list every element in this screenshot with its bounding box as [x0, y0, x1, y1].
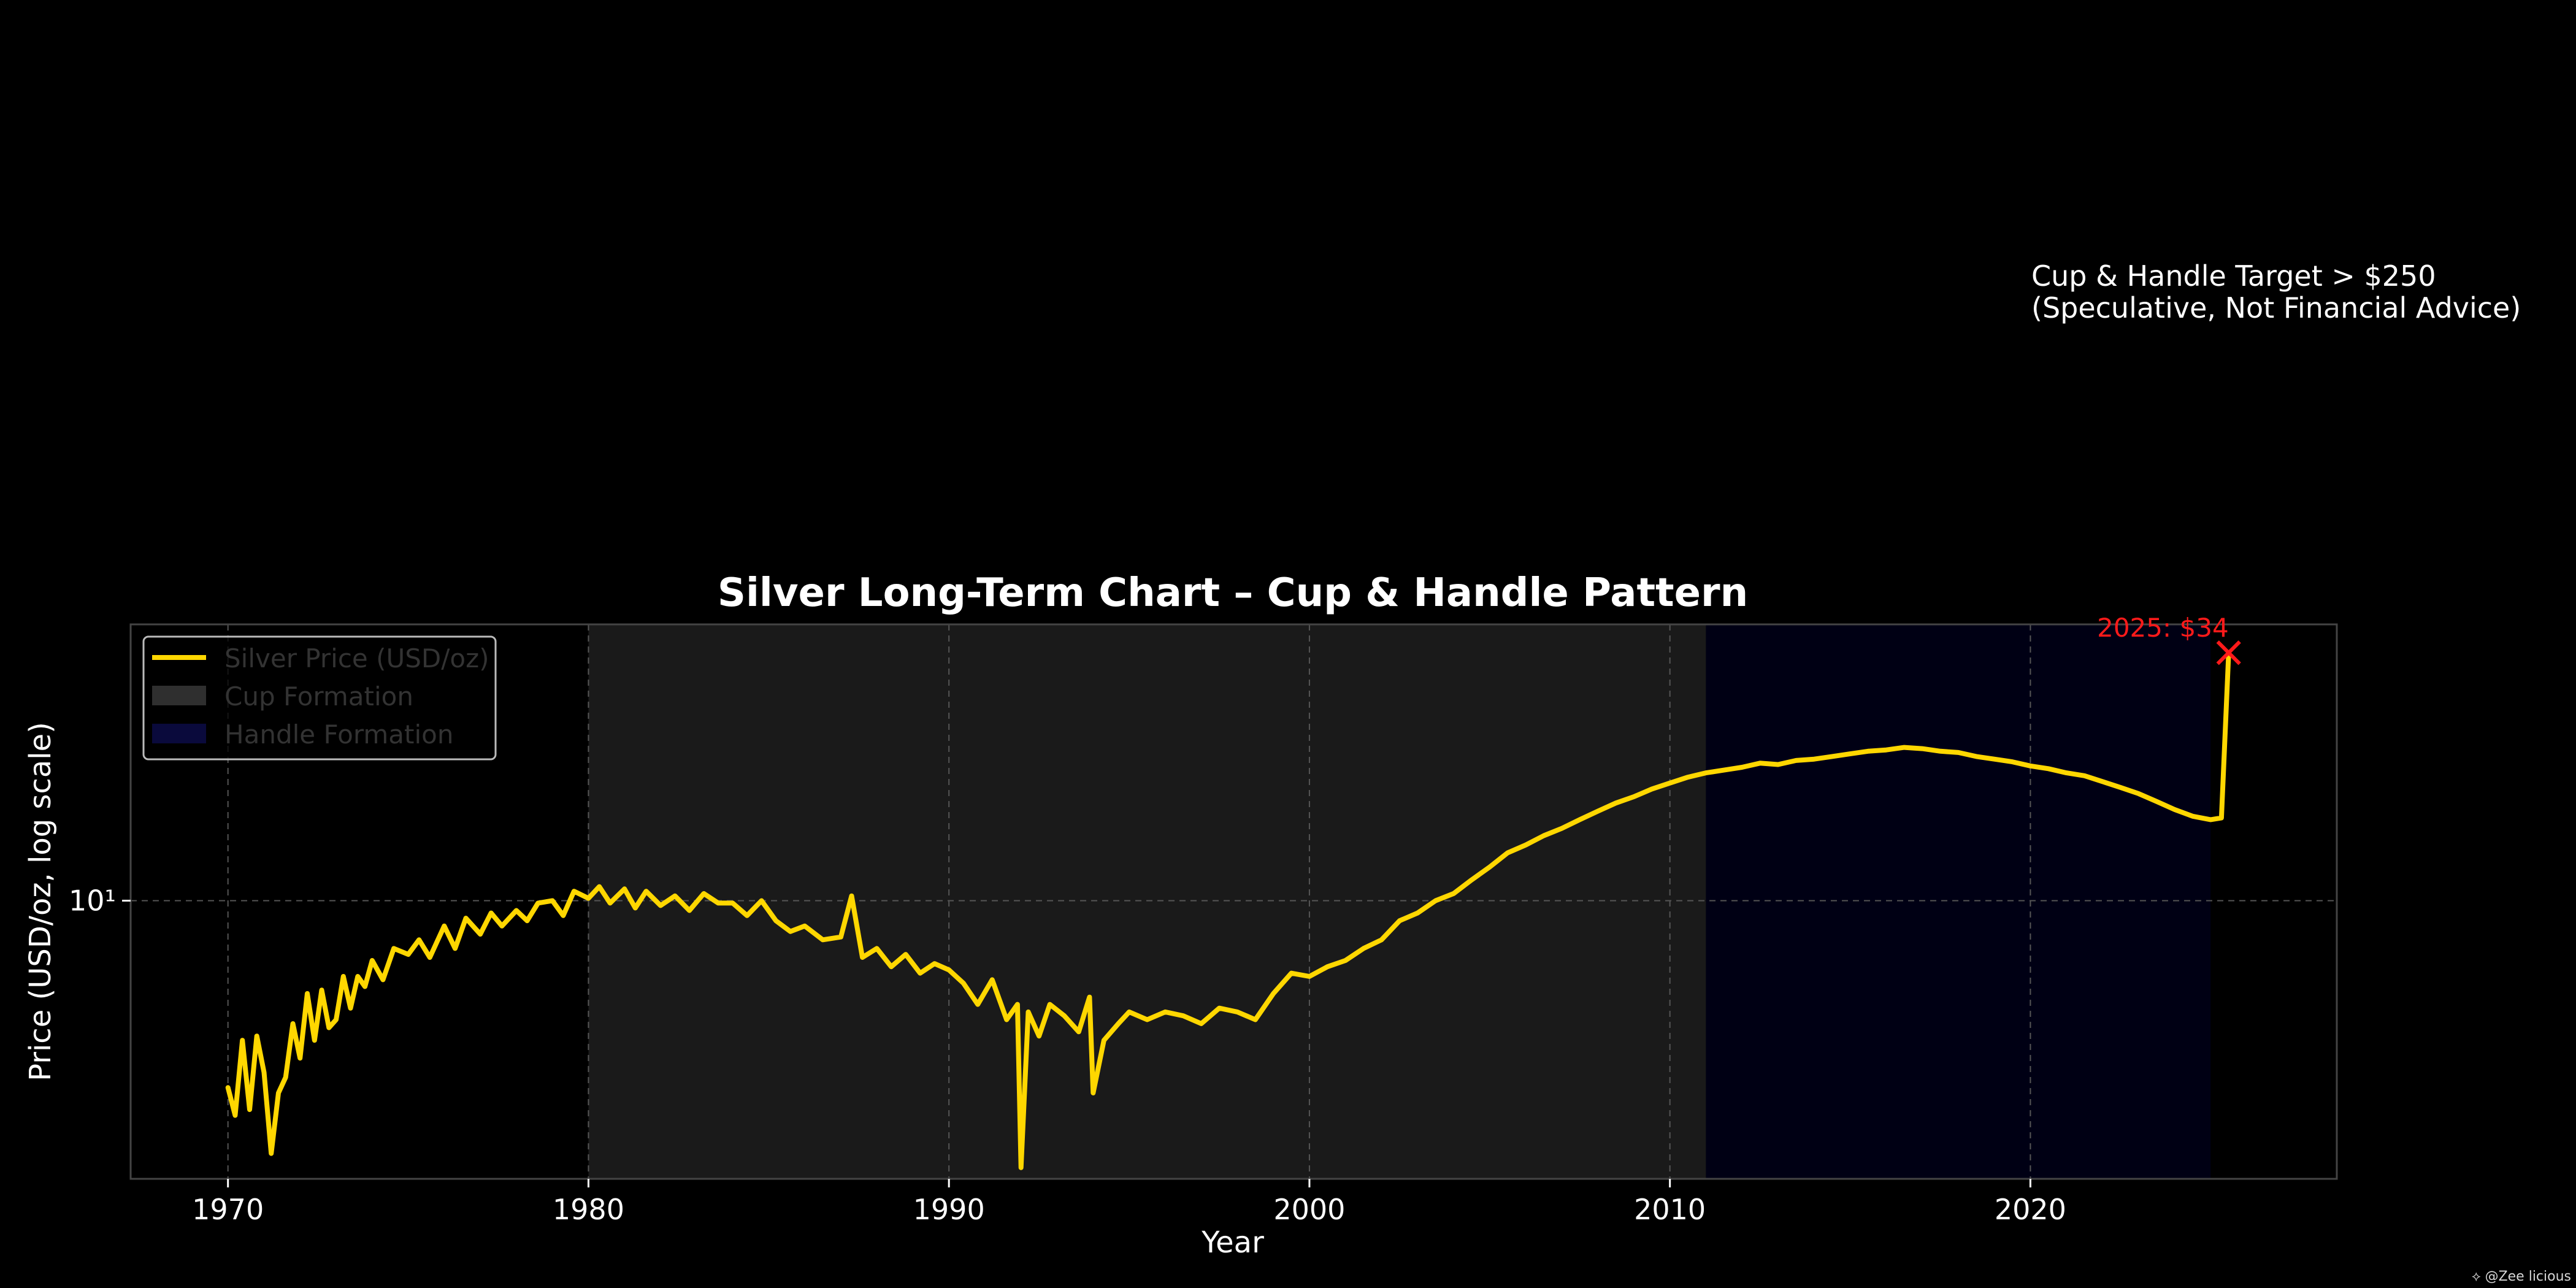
x-tick-label: 1990: [913, 1193, 985, 1226]
legend-box: [142, 635, 497, 761]
x-tick-label: 1970: [192, 1193, 264, 1226]
last-price-label: 2025: $34: [2097, 613, 2229, 643]
axis-ticks: 1970 1980 1990 2000 2010 2020 10¹: [69, 884, 2066, 1226]
legend: Silver Price (USD/oz) Cup Formation Handle…: [142, 635, 497, 761]
legend-label-cup-formation: Cup Formation: [224, 681, 413, 711]
annotations: 2025: $34: [2097, 613, 2241, 665]
plot-frame: [129, 623, 2338, 1180]
legend-swatch-handle-formation: [152, 724, 206, 743]
legend-label-handle-formation: Handle Formation: [224, 719, 453, 749]
region-cup-formation: [588, 624, 1706, 1179]
y-tick-label: 10¹: [69, 884, 116, 917]
x-tick-label: 2020: [1995, 1193, 2066, 1226]
target-annotation-line-1: Cup & Handle Target > $250: [2031, 259, 2436, 293]
series-line-silver-price: [225, 650, 2231, 1170]
y-axis-label: Price (USD/oz, log scale): [23, 722, 58, 1081]
x-axis-label: Year: [1201, 1225, 1264, 1260]
target-annotation-line-2: (Speculative, Not Financial Advice): [2031, 291, 2521, 324]
target-annotation: Cup & Handle Target > $250 (Speculative,…: [2031, 259, 2521, 324]
watermark: ⟡ @Zee licious: [2472, 1269, 2571, 1284]
x-tick-label: 2010: [1634, 1193, 1706, 1226]
grid: [131, 624, 2337, 1179]
legend-label-silver-price-usd-oz: Silver Price (USD/oz): [224, 643, 489, 673]
pattern-regions: [588, 624, 2211, 1179]
x-tick-label: 2000: [1273, 1193, 1345, 1226]
region-handle-formation: [1706, 624, 2211, 1179]
series-lines: [225, 650, 2231, 1170]
last-price-marker: [2216, 640, 2241, 665]
x-tick-label: 1980: [553, 1193, 624, 1226]
chart-title: Silver Long-Term Chart – Cup & Handle Pa…: [718, 570, 1748, 616]
marker-stroke: [2216, 640, 2241, 665]
legend-swatch-cup-formation: [152, 686, 206, 705]
